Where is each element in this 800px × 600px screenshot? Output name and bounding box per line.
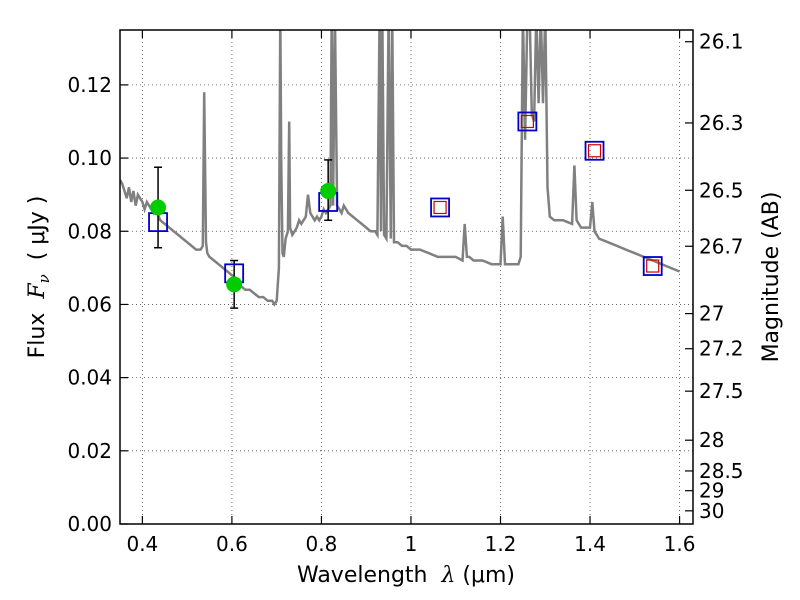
x-axis-ticks: 0.4 0.6 0.8 1 1.2 1.4 1.6: [126, 30, 695, 556]
grid-lines: [120, 30, 693, 525]
y-tick-label: 0.00: [67, 512, 112, 536]
blue-square-marker: [584, 140, 605, 161]
red-square-marker: [520, 114, 534, 129]
y2-tick-label: 30: [699, 499, 724, 523]
y2-tick-label: 27.2: [699, 337, 744, 361]
x-tick-label: 1.4: [574, 532, 606, 556]
y2-axis-label: Magnitude (AB): [759, 192, 784, 363]
error-bars: [154, 159, 333, 309]
y2-tick-label: 28: [699, 428, 724, 452]
y-tick-label: 0.06: [67, 292, 112, 316]
y-axis-label: Flux Fν ( μJy ): [25, 196, 53, 359]
y-tick-label: 0.02: [67, 439, 112, 463]
y-tick-label: 0.10: [67, 146, 112, 170]
plot-area: [120, 30, 681, 309]
y2-tick-label: 29: [699, 479, 724, 503]
x-tick-label: 1.6: [664, 532, 696, 556]
y2-tick-label: 28.5: [699, 459, 744, 483]
x-tick-label: 0.6: [216, 532, 248, 556]
y2-tick-label: 27: [699, 302, 724, 326]
y-tick-label: 0.12: [67, 73, 112, 97]
y-tick-label: 0.04: [67, 366, 112, 390]
y-axis-ticks: 0.00 0.02 0.04 0.06 0.08 0.10 0.12: [67, 73, 128, 536]
y2-tick-label: 26.1: [699, 30, 744, 54]
red-square-marker: [433, 200, 447, 215]
observed-points: [150, 183, 337, 293]
y2-tick-label: 26.3: [699, 111, 744, 135]
model-bandpass-blue-squares: [148, 111, 663, 284]
model-bandpass-red-squares: [433, 114, 660, 273]
blue-square-marker: [517, 111, 538, 132]
observed-point-marker: [150, 199, 167, 216]
blue-square-marker: [430, 197, 450, 218]
blue-square-marker: [642, 256, 663, 276]
observed-point-marker: [320, 183, 337, 200]
y2-tick-label: 26.7: [699, 234, 744, 258]
x-tick-label: 0.8: [306, 532, 338, 556]
x-tick-label: 1: [405, 532, 418, 556]
x-axis-label: Wavelength λ (μm): [297, 563, 515, 588]
y2-tick-label: 27.5: [699, 379, 744, 403]
x-tick-label: 0.4: [126, 532, 158, 556]
red-square-marker: [646, 259, 660, 273]
red-square-marker: [587, 144, 602, 158]
observed-point-marker: [226, 276, 243, 293]
y2-tick-label: 26.5: [699, 178, 744, 202]
model-spectrum-line: [120, 30, 681, 307]
y-tick-label: 0.08: [67, 219, 112, 243]
plot-frame: [119, 29, 694, 525]
x-tick-label: 1.2: [485, 532, 517, 556]
